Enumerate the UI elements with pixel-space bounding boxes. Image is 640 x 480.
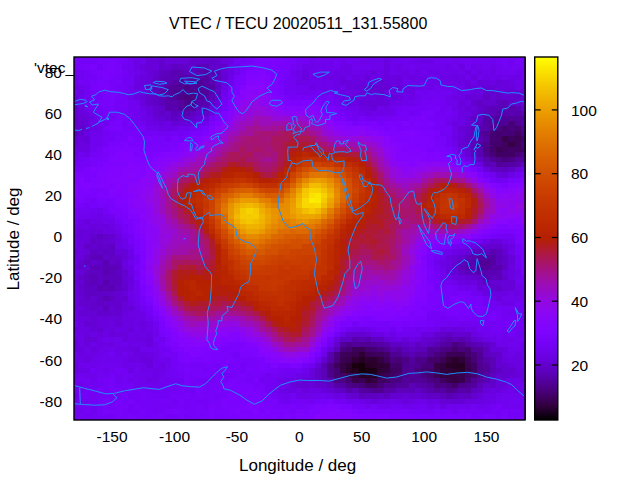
svg-text:'vtec_: 'vtec_ bbox=[34, 59, 74, 76]
svg-text:-80: -80 bbox=[40, 393, 63, 410]
svg-text:-40: -40 bbox=[40, 310, 63, 327]
svg-text:0: 0 bbox=[295, 428, 304, 445]
svg-text:VTEC / TECU 20020511_131.55800: VTEC / TECU 20020511_131.55800 bbox=[169, 15, 427, 33]
svg-text:100: 100 bbox=[571, 102, 597, 119]
svg-text:-150: -150 bbox=[97, 428, 128, 445]
svg-text:50: 50 bbox=[353, 428, 371, 445]
svg-text:80: 80 bbox=[571, 165, 589, 182]
svg-text:40: 40 bbox=[571, 293, 589, 310]
svg-text:-50: -50 bbox=[226, 428, 249, 445]
svg-text:150: 150 bbox=[474, 428, 500, 445]
svg-text:-100: -100 bbox=[159, 428, 190, 445]
svg-text:Latitude / deg: Latitude / deg bbox=[4, 187, 23, 290]
svg-text:20: 20 bbox=[571, 357, 589, 374]
svg-text:0: 0 bbox=[53, 228, 62, 245]
svg-text:60: 60 bbox=[45, 105, 63, 122]
svg-text:100: 100 bbox=[411, 428, 437, 445]
svg-text:40: 40 bbox=[45, 146, 63, 163]
svg-text:60: 60 bbox=[571, 229, 589, 246]
svg-text:-20: -20 bbox=[40, 269, 63, 286]
svg-text:-60: -60 bbox=[40, 352, 63, 369]
svg-text:20: 20 bbox=[45, 187, 63, 204]
svg-text:Longitude / deg: Longitude / deg bbox=[239, 456, 356, 475]
